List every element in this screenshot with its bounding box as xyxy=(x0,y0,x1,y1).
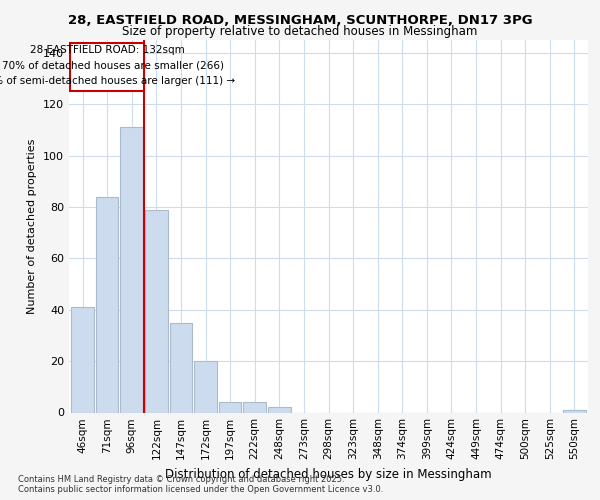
Text: 29% of semi-detached houses are larger (111) →: 29% of semi-detached houses are larger (… xyxy=(0,76,235,86)
Y-axis label: Number of detached properties: Number of detached properties xyxy=(28,138,37,314)
Bar xyxy=(70,42,144,92)
Bar xyxy=(145,210,167,412)
Bar xyxy=(244,402,266,412)
Text: ← 70% of detached houses are smaller (266): ← 70% of detached houses are smaller (26… xyxy=(0,60,224,70)
Text: 28 EASTFIELD ROAD: 132sqm: 28 EASTFIELD ROAD: 132sqm xyxy=(30,45,185,55)
Bar xyxy=(170,322,192,412)
Bar xyxy=(219,402,241,412)
Bar xyxy=(268,408,290,412)
Text: 28, EASTFIELD ROAD, MESSINGHAM, SCUNTHORPE, DN17 3PG: 28, EASTFIELD ROAD, MESSINGHAM, SCUNTHOR… xyxy=(68,14,532,27)
Bar xyxy=(563,410,586,412)
X-axis label: Distribution of detached houses by size in Messingham: Distribution of detached houses by size … xyxy=(165,468,492,481)
Text: Size of property relative to detached houses in Messingham: Size of property relative to detached ho… xyxy=(122,25,478,38)
Bar xyxy=(71,307,94,412)
Bar xyxy=(194,361,217,412)
Text: Contains HM Land Registry data © Crown copyright and database right 2025.
Contai: Contains HM Land Registry data © Crown c… xyxy=(18,474,383,494)
Bar xyxy=(121,128,143,412)
Bar xyxy=(96,196,118,412)
